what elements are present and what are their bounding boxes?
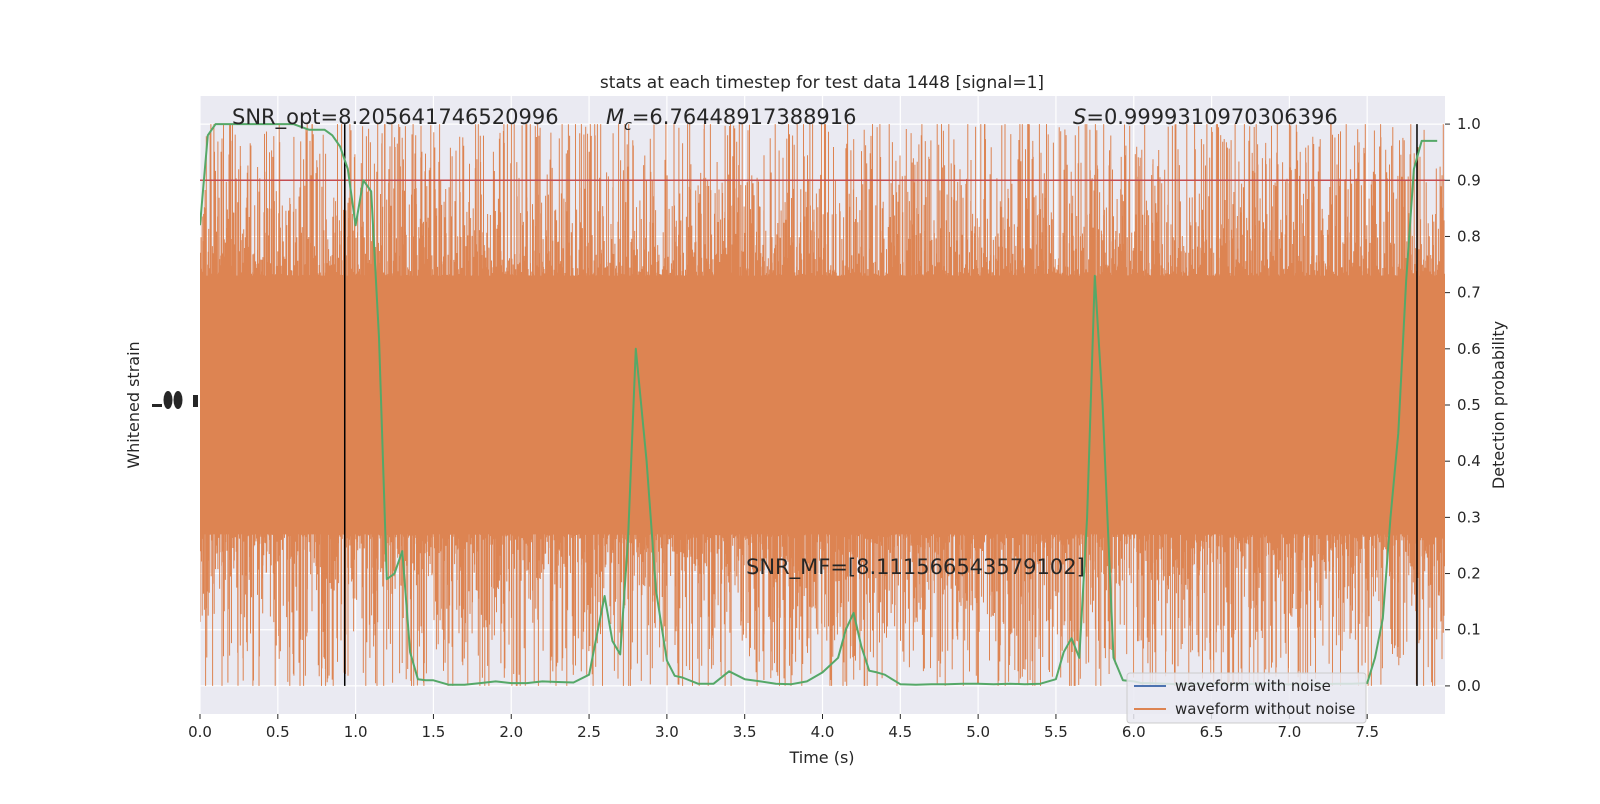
x-tick-label: 5.0 (966, 723, 990, 741)
y-right-tick-label: 0.2 (1457, 565, 1481, 583)
left-axis-tick-glyph (152, 391, 198, 409)
y-right-tick-label: 0.0 (1457, 677, 1481, 695)
x-tick-label: 7.0 (1277, 723, 1301, 741)
x-tick-label: 1.5 (422, 723, 446, 741)
legend-box (1126, 672, 1367, 724)
y-right-tick-label: 0.3 (1457, 508, 1481, 526)
chart-title: stats at each timestep for test data 144… (600, 73, 1044, 93)
x-axis-label: Time (s) (788, 748, 854, 767)
x-tick-label: 0.0 (188, 723, 212, 741)
x-tick-label: 6.5 (1200, 723, 1224, 741)
annotation-snr-mf: SNR_MF=[8.111566543579102] (746, 555, 1085, 580)
legend-label-without-noise: waveform without noise (1175, 700, 1355, 718)
y-right-tick-label: 0.6 (1457, 340, 1481, 358)
x-tick-label: 2.0 (499, 723, 523, 741)
y-right-tick-label: 0.1 (1457, 621, 1481, 639)
x-axis-ticks: 0.0 0.5 1.0 1.5 2.0 2.5 3.0 3.5 4.0 4.5 5.0 5.5 6.0 6… (188, 714, 1379, 741)
x-tick-label: 1.0 (344, 723, 368, 741)
y-right-tick-label: 0.9 (1457, 171, 1481, 189)
right-axis-ticks: 0.0 0.1 0.2 0.3 0.4 0.5 0.6 0.7 0.8 0.9 1.0 (1445, 115, 1481, 695)
annotation-s-value: S=0.9999310970306396 (1073, 105, 1338, 129)
y-right-tick-label: 0.8 (1457, 227, 1481, 245)
x-tick-label: 2.5 (577, 723, 601, 741)
y-right-tick-label: 1.0 (1457, 115, 1481, 133)
x-tick-label: 4.5 (888, 723, 912, 741)
y-right-tick-label: 0.7 (1457, 284, 1481, 302)
x-tick-label: 3.5 (733, 723, 757, 741)
vertical-markers (343, 124, 1418, 686)
x-tick-label: 0.5 (266, 723, 290, 741)
legend-label-with-noise: waveform with noise (1175, 677, 1331, 695)
annotation-snr-opt: SNR_opt=8.205641746520996 (232, 105, 559, 130)
y-right-tick-label: 0.5 (1457, 396, 1481, 414)
y-right-tick-label: 0.4 (1457, 452, 1481, 470)
strain-spikes (200, 124, 1445, 686)
legend: waveform with noise waveform without noi… (1126, 672, 1367, 724)
right-axis-label: Detection probability (1489, 321, 1508, 489)
left-axis-label: Whitened strain (124, 341, 143, 468)
x-tick-label: 7.5 (1355, 723, 1379, 741)
strain-series (200, 124, 1445, 686)
annotation-chirp-mass: Mc=6.76448917388916 (606, 105, 857, 134)
x-tick-label: 6.0 (1122, 723, 1146, 741)
x-tick-label: 5.5 (1044, 723, 1068, 741)
x-tick-label: 4.0 (811, 723, 835, 741)
x-tick-label: 3.0 (655, 723, 679, 741)
